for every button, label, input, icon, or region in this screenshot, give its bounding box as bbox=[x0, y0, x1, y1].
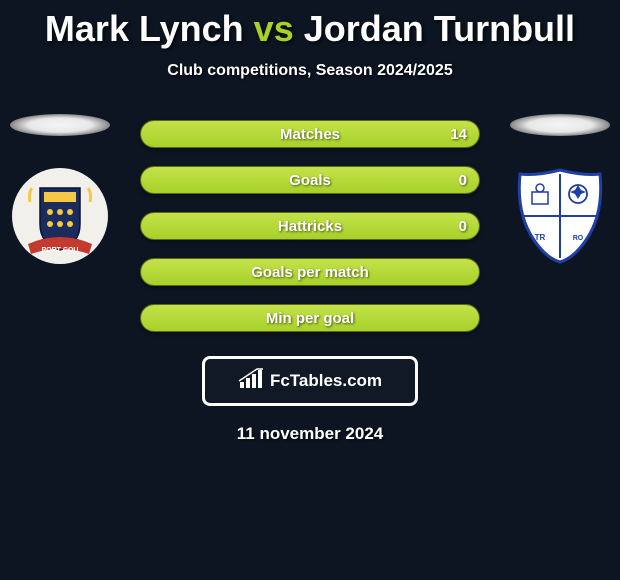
player2-name: Jordan Turnbull bbox=[304, 8, 575, 49]
stat-bar-goals-per-match: Goals per match bbox=[140, 258, 480, 286]
bar-label: Goals per match bbox=[141, 259, 479, 285]
stat-bar-hattricks: Hattricks0 bbox=[140, 212, 480, 240]
left-side: PORT COU bbox=[0, 114, 120, 266]
bar-label: Matches bbox=[141, 121, 479, 147]
stats-content: PORT COU TR RO Matc bbox=[0, 120, 620, 332]
player1-silhouette bbox=[10, 114, 110, 136]
stockport-county-crest: PORT COU bbox=[10, 166, 110, 266]
right-side: TR RO bbox=[500, 114, 620, 266]
comparison-title: Mark Lynch vs Jordan Turnbull bbox=[0, 0, 620, 50]
stat-bar-matches: Matches14 bbox=[140, 120, 480, 148]
brand-box: FcTables.com bbox=[202, 356, 418, 406]
bar-chart-icon bbox=[238, 368, 264, 395]
vs-text: vs bbox=[254, 8, 294, 49]
subtitle: Club competitions, Season 2024/2025 bbox=[0, 62, 620, 80]
bar-value-right: 0 bbox=[447, 213, 479, 239]
player2-silhouette bbox=[510, 114, 610, 136]
svg-text:PORT COU: PORT COU bbox=[42, 247, 79, 254]
svg-text:RO: RO bbox=[573, 235, 584, 242]
bar-value-right: 0 bbox=[447, 167, 479, 193]
svg-text:TR: TR bbox=[535, 233, 546, 242]
stats-bars: Matches14Goals0Hattricks0Goals per match… bbox=[140, 120, 480, 332]
bar-label: Hattricks bbox=[141, 213, 479, 239]
bar-label: Min per goal bbox=[141, 305, 479, 331]
brand-text: FcTables.com bbox=[270, 371, 382, 391]
bar-value-right: 14 bbox=[438, 121, 479, 147]
stat-bar-goals: Goals0 bbox=[140, 166, 480, 194]
bar-label: Goals bbox=[141, 167, 479, 193]
date-text: 11 november 2024 bbox=[0, 424, 620, 444]
player1-name: Mark Lynch bbox=[45, 8, 244, 49]
tranmere-rovers-crest: TR RO bbox=[510, 166, 610, 266]
stat-bar-min-per-goal: Min per goal bbox=[140, 304, 480, 332]
